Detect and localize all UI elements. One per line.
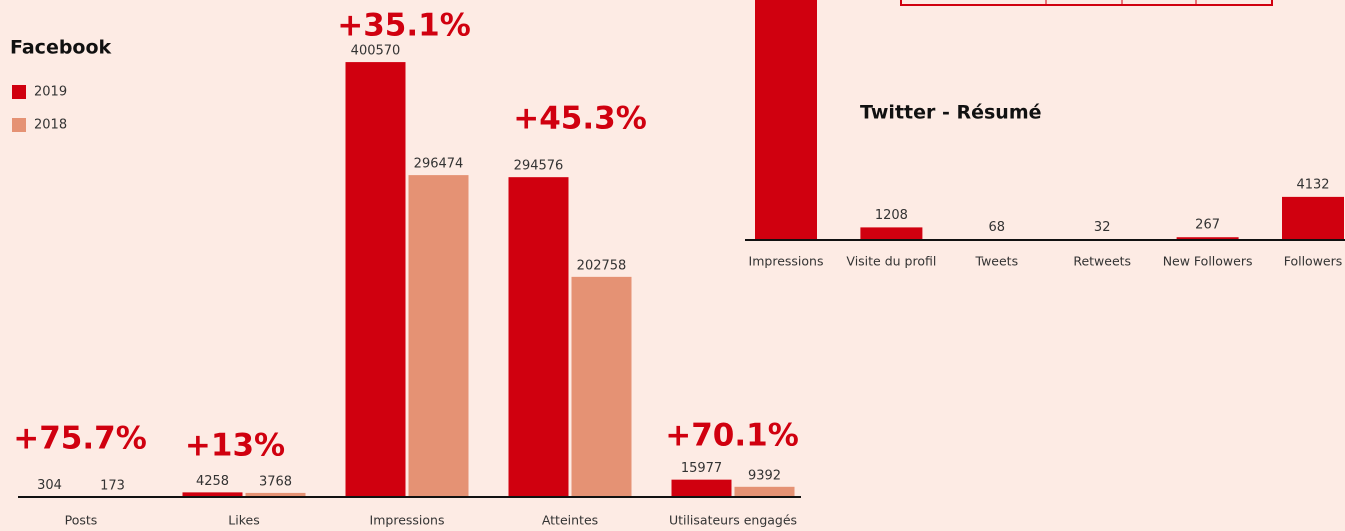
x-tick-label: Retweets (1073, 254, 1131, 269)
x-tick-label: Tweets (975, 254, 1019, 269)
annotation: +45.3% (513, 101, 647, 137)
bar (571, 276, 632, 497)
bar (860, 227, 923, 240)
cropped-table (900, 0, 1273, 6)
x-tick-label: Impressions (370, 513, 445, 528)
x-tick-label: Likes (228, 513, 259, 528)
legend-swatch (12, 118, 26, 132)
x-tick-label: Posts (65, 513, 98, 528)
x-tick-label: Atteintes (542, 513, 598, 528)
bar (734, 486, 795, 497)
bar (245, 492, 306, 497)
value-label: 3768 (259, 474, 292, 489)
legend-label: 2018 (34, 118, 67, 133)
x-tick-label: Impressions (749, 254, 824, 269)
table-frame (900, 0, 1273, 6)
value-label: 4258 (196, 474, 229, 489)
bar (408, 175, 469, 497)
legend-label: 2019 (34, 85, 67, 100)
annotation: +35.1% (337, 8, 471, 44)
annotation: +70.1% (665, 418, 799, 454)
value-label: 15977 (681, 461, 722, 476)
value-label: 4132 (1296, 177, 1329, 192)
bar (508, 177, 569, 497)
annotation: +13% (185, 428, 285, 464)
value-label: 400570 (351, 44, 401, 59)
x-tick-label: Visite du profil (846, 254, 936, 269)
legend-swatch (12, 85, 26, 99)
value-label: 202758 (577, 258, 627, 273)
value-label: 173 (100, 478, 125, 493)
facebook-title: Facebook (10, 37, 112, 59)
value-label: 1208 (875, 208, 908, 223)
value-label: 304 (37, 478, 62, 493)
x-tick-label: Followers (1284, 254, 1343, 269)
value-label: 267 (1195, 218, 1220, 233)
bar (1176, 237, 1239, 240)
bar (1282, 196, 1344, 240)
bar (182, 492, 243, 497)
bar (671, 479, 732, 497)
x-tick-label: Utilisateurs engagés (669, 513, 797, 528)
value-label: 9392 (748, 468, 781, 483)
x-tick-label: New Followers (1163, 254, 1253, 269)
bar (345, 62, 406, 497)
twitter-title: Twitter - Résumé (860, 102, 1042, 124)
value-label: 68 (989, 220, 1006, 235)
value-label: 32 (1094, 220, 1111, 235)
bar (755, 0, 817, 240)
value-label: 296474 (414, 157, 464, 172)
annotation: +75.7% (13, 421, 147, 457)
value-label: 294576 (514, 159, 564, 174)
